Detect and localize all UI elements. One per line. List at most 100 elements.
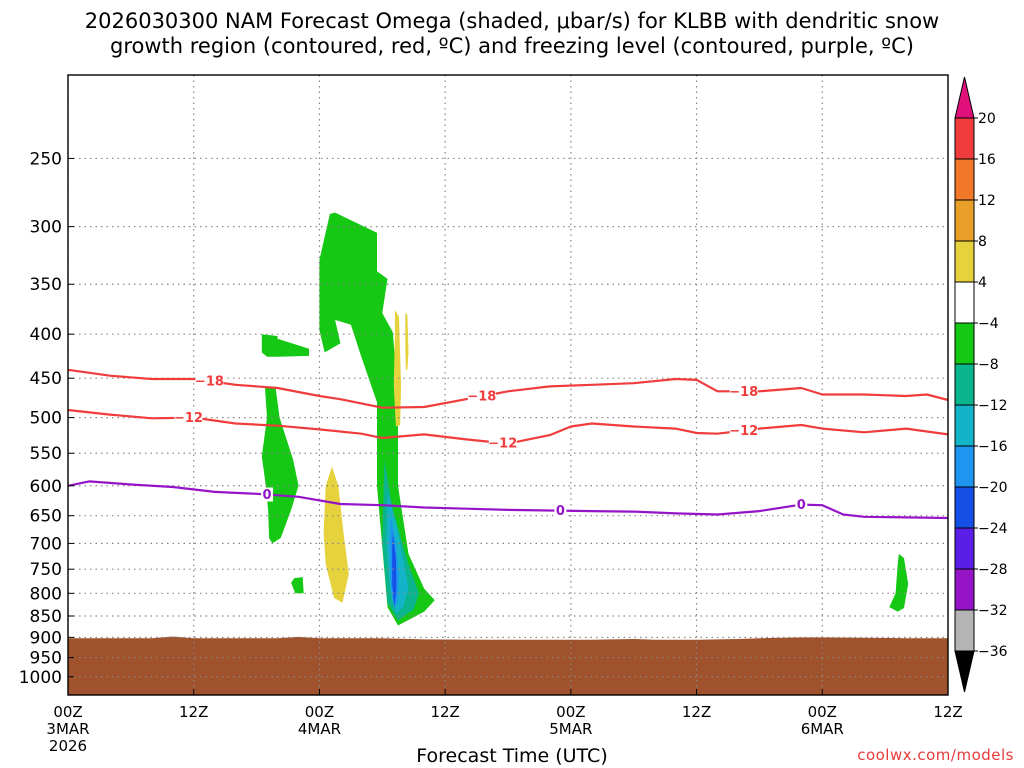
y-tick-label: 650 [30, 507, 62, 527]
contour-line [67, 480, 949, 520]
y-tick-label: 350 [30, 275, 62, 295]
x-axis-title: Forecast Time (UTC) [416, 745, 608, 767]
colorbar-label: −12 [978, 398, 1008, 414]
colorbar-swatch [954, 322, 975, 365]
x-tick-label: 12Z [933, 703, 962, 721]
x-tick-label: 6MAR [801, 720, 844, 738]
colorbar-swatch [954, 486, 975, 529]
colorbar-label: −24 [978, 521, 1008, 537]
colorbar-swatch [954, 117, 975, 160]
chart-title-line-1: 2026030300 NAM Forecast Omega (shaded, μ… [84, 9, 940, 33]
plot-frame [67, 74, 949, 696]
contour-label-bg [795, 497, 808, 512]
contour-line [67, 368, 949, 409]
contour-label: 0 [263, 488, 272, 503]
y-tick-label: 750 [30, 560, 62, 580]
contour-label: 0 [556, 504, 565, 519]
colorbar-label: 20 [978, 111, 996, 127]
omega-region [261, 386, 299, 544]
contour-label-bg [174, 410, 203, 425]
colorbar-label: −28 [978, 562, 1008, 578]
colorbar-label: 16 [978, 152, 996, 168]
x-tick-label: 5MAR [549, 720, 592, 738]
colorbar-swatch [954, 363, 975, 406]
omega-region [291, 577, 304, 594]
contour-label-bg [554, 503, 567, 518]
chart-title-line-2: growth region (contoured, red, ºC) and f… [110, 34, 914, 58]
x-tick-label: 4MAR [298, 720, 341, 738]
contour-label: −18 [729, 385, 758, 400]
colorbar-swatch [954, 445, 975, 488]
colorbar-label: −20 [978, 480, 1008, 496]
y-tick-label: 950 [30, 649, 62, 669]
colorbar-swatch [954, 281, 975, 324]
chart-gridlines [67, 75, 949, 695]
contour-line [67, 408, 949, 445]
omega-region [392, 532, 397, 608]
y-tick-label: 850 [30, 607, 62, 627]
colorbar-swatch [954, 199, 975, 242]
colorbar-label: −36 [978, 644, 1008, 660]
contour-label-bg [488, 436, 517, 451]
contour-lines: −18 −18 −18 −12 −12 −12 0 0 0 [67, 368, 949, 520]
omega-region [261, 334, 309, 357]
omega-colorbar: 20 16 12 8 4 −4 −8 −12 −16 −20 −24 −28 −32 −36 [954, 76, 1008, 693]
colorbar-swatch [954, 650, 975, 693]
contour-label: −12 [729, 424, 758, 439]
contour-label: −12 [488, 437, 517, 452]
omega-region [323, 466, 349, 603]
colorbar-label: −16 [978, 439, 1008, 455]
y-tick-label: 500 [30, 409, 62, 429]
x-tick-label: 00Z [808, 703, 837, 721]
contour-label: 0 [797, 498, 806, 513]
omega-region [889, 553, 909, 612]
contour-label-bg [729, 423, 758, 438]
source-credit: coolwx.com/models [857, 746, 1014, 764]
y-tick-label: 600 [30, 477, 62, 497]
x-tick-label: 2026 [49, 737, 87, 755]
colorbar-swatch [954, 240, 975, 283]
colorbar-swatch [954, 404, 975, 447]
colorbar-swatch [954, 76, 975, 119]
colorbar-label: −8 [978, 357, 999, 373]
contour-label: −18 [467, 390, 496, 405]
colorbar-swatch [954, 609, 975, 652]
omega-region [405, 313, 409, 370]
y-tick-label: 400 [30, 325, 62, 345]
y-tick-label: 250 [30, 149, 62, 169]
x-tick-label: 3MAR [46, 720, 89, 738]
y-tick-label: 550 [30, 444, 62, 464]
x-tick-label: 12Z [682, 703, 711, 721]
colorbar-swatch [954, 568, 975, 611]
y-tick-label: 900 [30, 628, 62, 648]
contour-label: −12 [174, 411, 203, 426]
contour-label: −18 [195, 375, 224, 390]
colorbar-swatch [954, 158, 975, 201]
y-tick-label: 300 [30, 218, 62, 238]
contour-label-bg [467, 389, 496, 404]
colorbar-label: −4 [978, 316, 999, 332]
colorbar-label: 4 [978, 275, 987, 291]
y-tick-label: 450 [30, 369, 62, 389]
omega-region [319, 212, 435, 626]
terrain-fill [68, 636, 948, 695]
chart-axes: 2503003504004505005506006507007508008509… [19, 74, 963, 755]
y-tick-label: 1000 [19, 668, 62, 688]
colorbar-label: 8 [978, 234, 987, 250]
colorbar-label: 12 [978, 193, 996, 209]
omega-shaded-regions [261, 212, 909, 626]
contour-label-bg [195, 374, 224, 389]
x-tick-label: 12Z [179, 703, 208, 721]
contour-label-bg [729, 384, 758, 399]
x-tick-label: 12Z [430, 703, 459, 721]
x-tick-label: 00Z [305, 703, 334, 721]
x-tick-label: 00Z [53, 703, 82, 721]
colorbar-label: −32 [978, 603, 1008, 619]
terrain-below-ground [68, 636, 948, 695]
y-tick-label: 800 [30, 584, 62, 604]
colorbar-swatch [954, 527, 975, 570]
x-tick-label: 00Z [556, 703, 585, 721]
contour-label-bg [261, 487, 274, 502]
omega-region [393, 310, 402, 427]
